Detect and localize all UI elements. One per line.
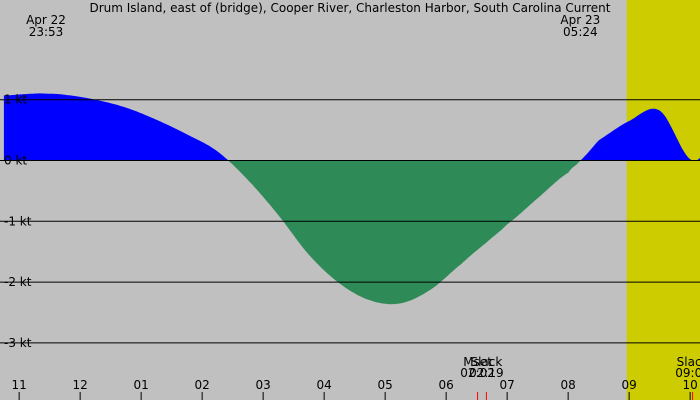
y-tick-label: -2 kt [4,275,32,289]
event-time-label: 02:02 [460,366,495,380]
hour-tick-label: 02 [195,378,210,392]
flood-area [3,93,230,162]
flood-area [580,108,694,161]
y-tick-label: 0 kt [4,154,27,168]
hour-tick-label: 10 [683,378,698,392]
hour-tick-label: 04 [317,378,332,392]
event-labels: Mset02:02Slack02:19Slack09:05Mrise12:10S… [460,355,700,400]
hour-tick-label: 12 [73,378,88,392]
y-tick-label: -1 kt [4,214,32,228]
y-tick-label: 1 kt [4,93,27,107]
event-time-label: 02:19 [469,366,504,380]
hour-tick-label: 11 [12,378,27,392]
current-area [3,93,700,305]
chart-title: Drum Island, east of (bridge), Cooper Ri… [89,1,610,15]
extreme-time-label: 23:53 [29,25,64,39]
event-name-label: Mset [463,355,492,369]
extreme-date-label: Apr 23 [560,13,600,27]
daylight-band [626,0,700,400]
hour-tick-label: 05 [378,378,393,392]
extreme-time-label: 05:24 [563,25,598,39]
flood-area [696,157,700,161]
event-name-label: Slack [677,355,700,369]
ebb-area [229,160,581,305]
hour-tick-label: 08 [561,378,576,392]
extreme-date-label: Apr 22 [26,13,66,27]
hour-tick-label: 06 [439,378,454,392]
y-gridlines [0,99,700,344]
event-name-label: Slack [470,355,502,369]
hour-tick-label: 01 [134,378,149,392]
hour-tick-label: 03 [256,378,271,392]
y-tick-label: -3 kt [4,336,32,350]
hour-tick-label: 07 [500,378,515,392]
hour-tick-label: 09 [622,378,637,392]
y-tick-labels: 1 kt 0 kt -1 kt -2 kt -3 kt [4,93,32,350]
event-time-label: 09:05 [675,366,700,380]
hour-axis: 1112010203040506070809101112010203040506… [12,378,698,400]
